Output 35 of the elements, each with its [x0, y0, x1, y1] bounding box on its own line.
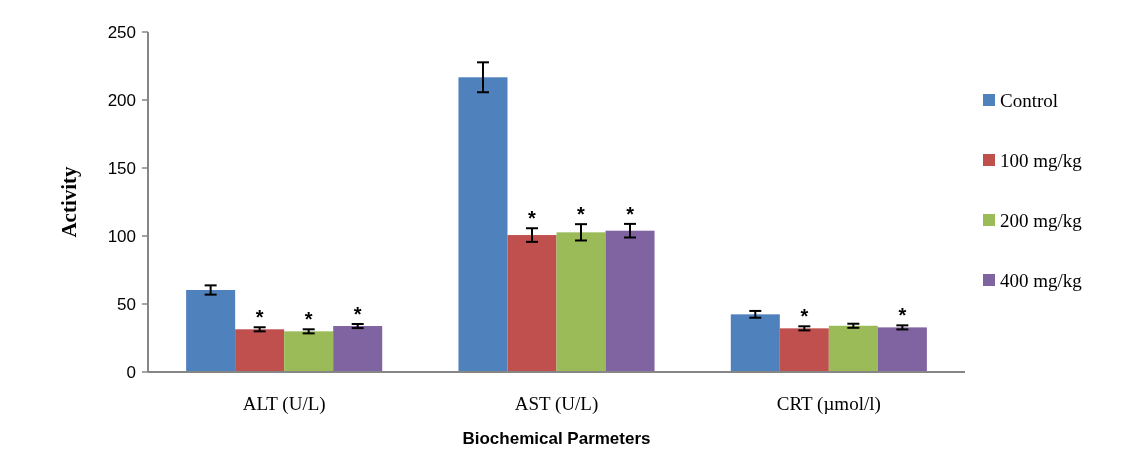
data-label: * [304, 308, 313, 331]
y-tick-label: 50 [117, 294, 136, 314]
y-tick-label: 200 [107, 90, 136, 110]
data-label: * [528, 207, 537, 230]
data-label: * [626, 202, 635, 225]
data-label: * [353, 302, 362, 325]
legend-label: Control [1000, 89, 1059, 111]
y-tick-label: 250 [107, 22, 136, 42]
bar [235, 329, 285, 372]
bar [333, 326, 383, 372]
data-label: * [898, 304, 907, 327]
x-tick-label: ALT (U/L) [242, 393, 326, 415]
bar [284, 331, 334, 372]
legend-label: 400 mg/kg [1000, 269, 1083, 291]
y-tick-label: 0 [126, 362, 136, 382]
legend-label: 100 mg/kg [1000, 149, 1083, 171]
y-tick-label: 150 [107, 158, 136, 178]
y-axis-title: Activity [57, 165, 81, 238]
bar [877, 327, 927, 372]
bar [779, 328, 829, 372]
bar [507, 235, 557, 372]
x-tick-label: CRT (µmol/l) [776, 393, 881, 415]
bar [186, 289, 236, 372]
legend-label: 200 mg/kg [1000, 209, 1083, 231]
x-axis-title: Biochemical Parmeters [462, 429, 651, 448]
data-label: * [255, 306, 264, 329]
x-tick-label: AST (U/L) [514, 393, 599, 415]
bar [730, 314, 780, 372]
bar [458, 77, 508, 372]
data-label: * [577, 203, 586, 226]
y-tick-label: 100 [107, 226, 136, 246]
bar [556, 232, 606, 372]
bar [605, 230, 655, 372]
bar [828, 325, 878, 372]
data-label: * [800, 305, 809, 328]
